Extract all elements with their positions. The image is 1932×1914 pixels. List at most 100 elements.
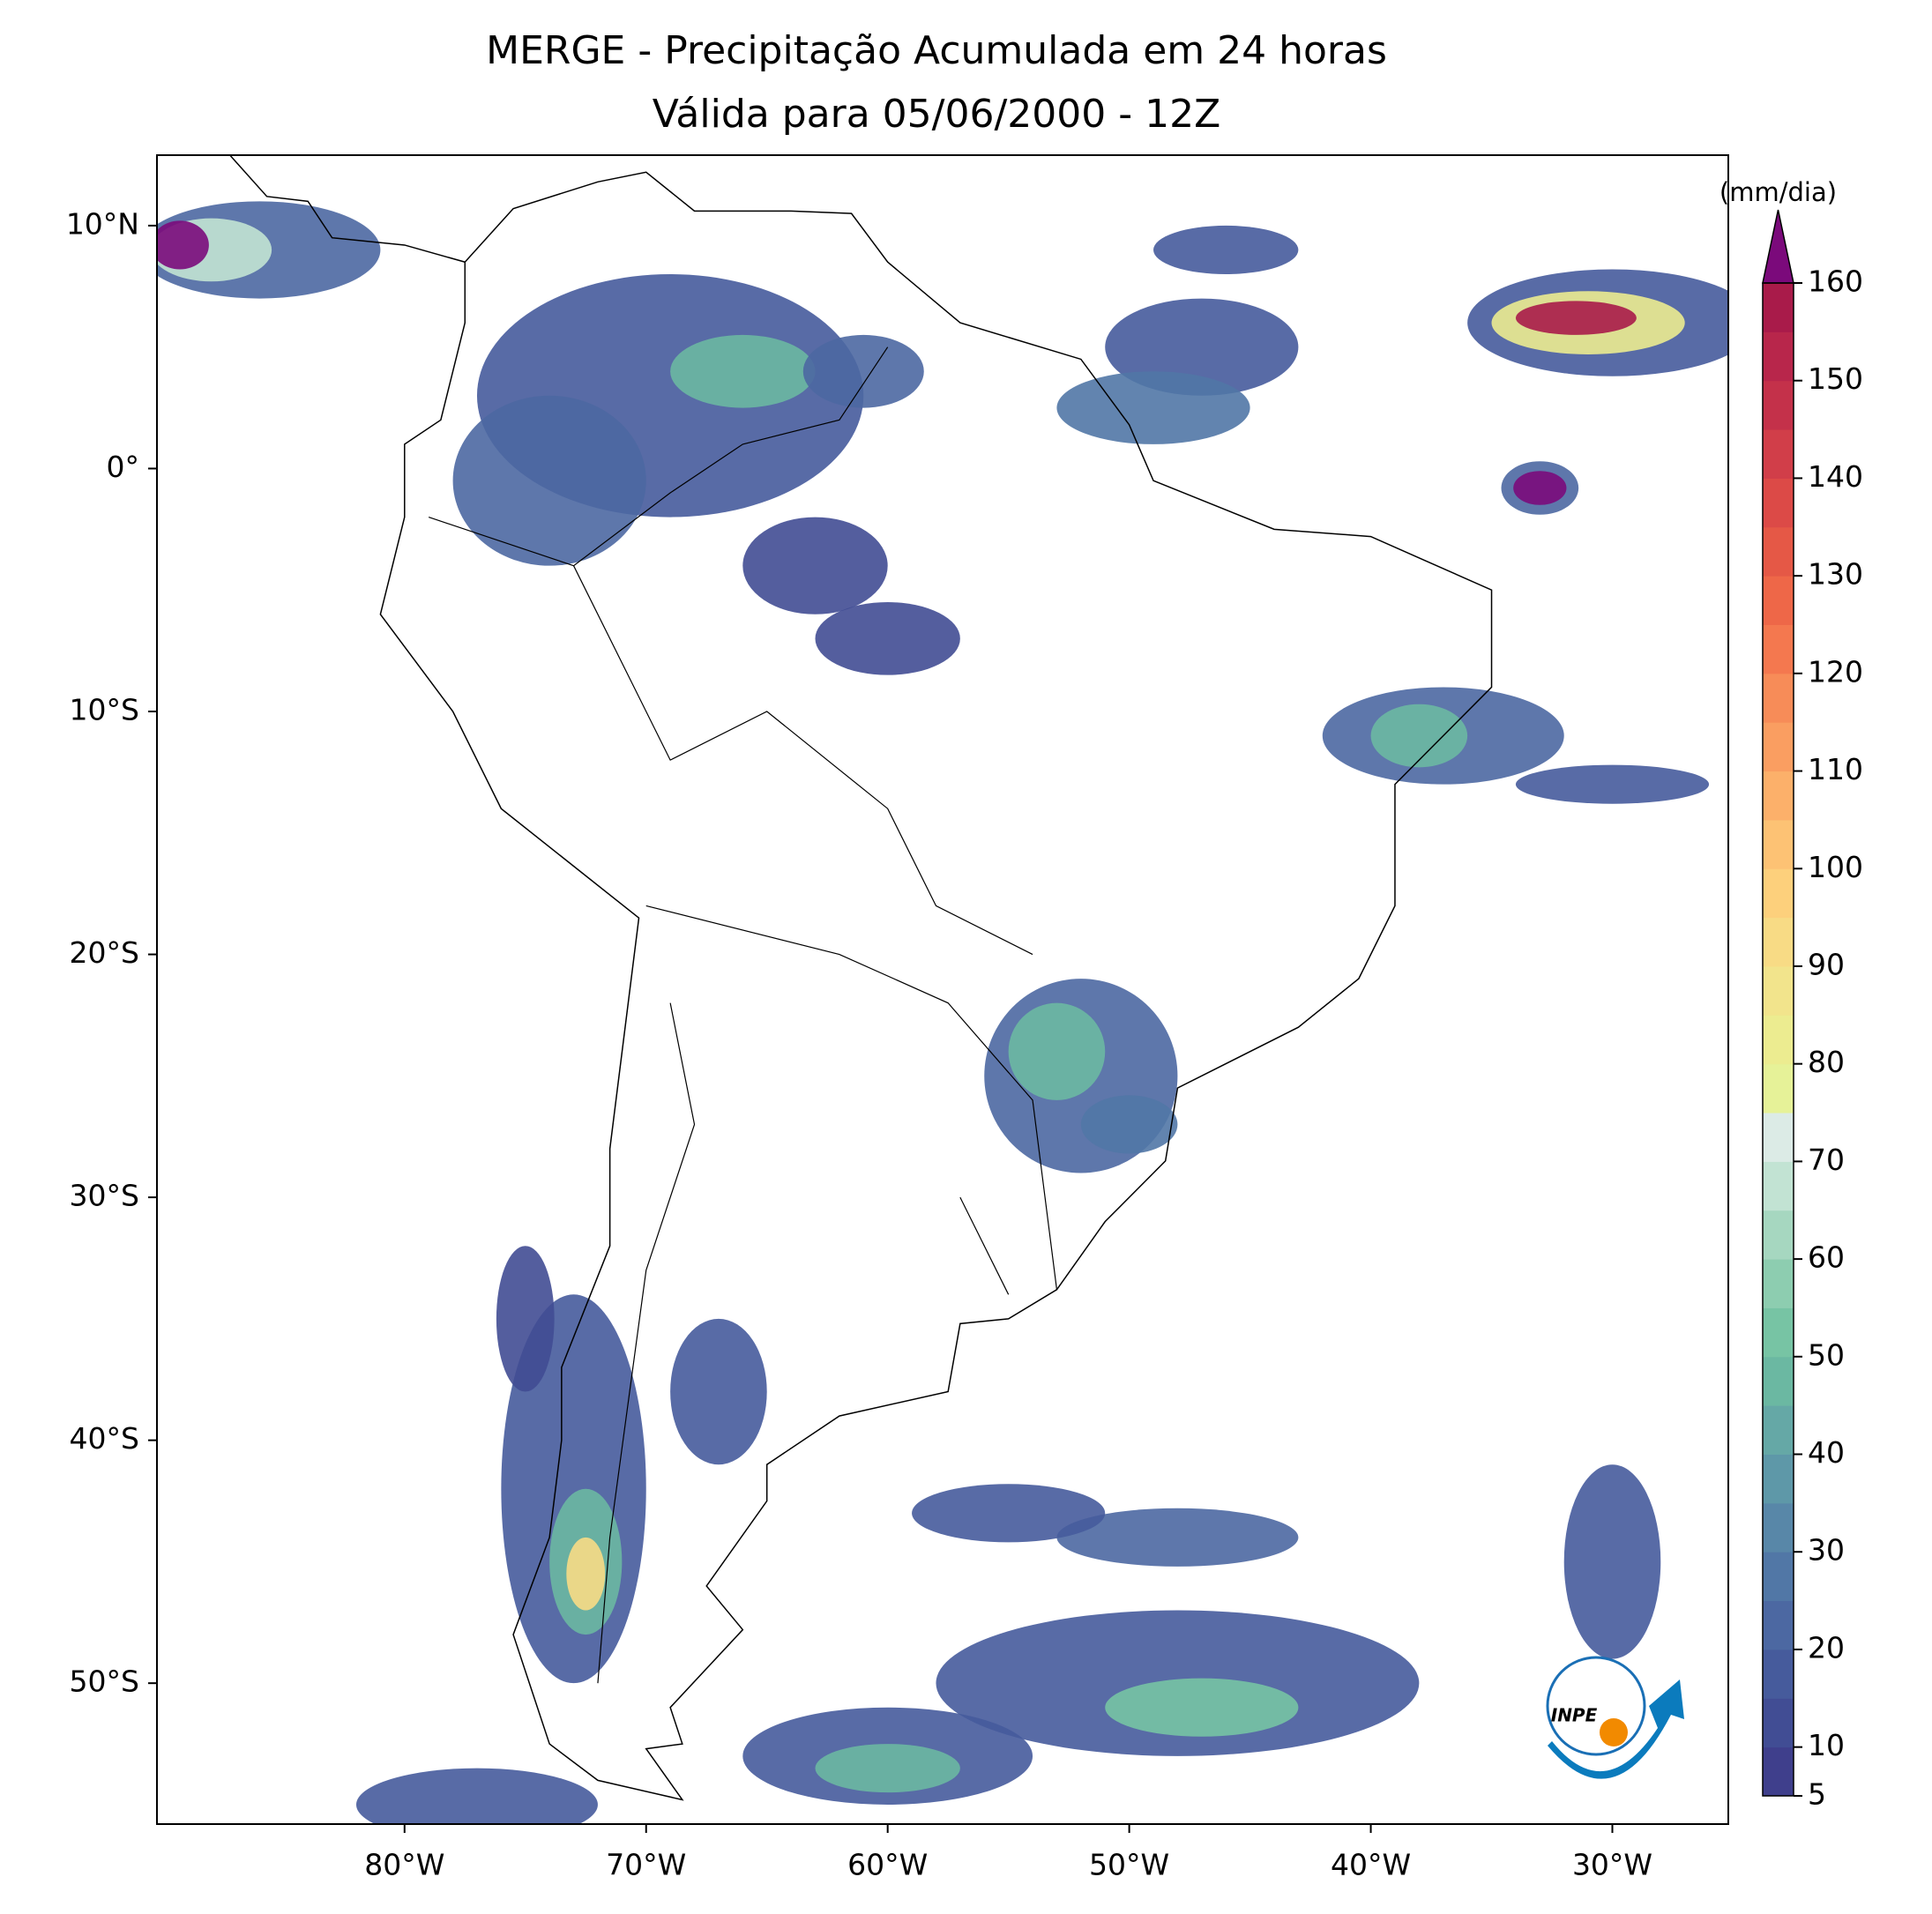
colorbar-tick-label: 50 [1808,1337,1845,1372]
precip-area [1515,301,1637,335]
colorbar-tick-label: 80 [1808,1045,1845,1079]
colorbar-tick-label: 140 [1808,459,1863,494]
map-layer [157,155,1728,1824]
precip-area [157,220,209,270]
colorbar-tick-label: 110 [1808,752,1863,786]
colorbar-segment [1763,1015,1794,1065]
border [573,565,1033,956]
y-tick-label: 0° [107,450,140,484]
colorbar-label: (mm/dia) [1719,177,1837,207]
colorbar-segment [1763,1649,1794,1699]
colorbar-segment [1763,1552,1794,1602]
colorbar-segment [1763,283,1794,332]
precip-area [670,1318,767,1465]
colorbar-tick-label: 30 [1808,1533,1845,1568]
logo-ring [1546,1656,1646,1756]
x-tick-label: 80°W [364,1848,444,1882]
colorbar-segment [1763,526,1794,577]
precip-area [1056,371,1250,444]
colorbar-tick-label: 5 [1808,1777,1826,1812]
x-tick-label: 30°W [1572,1848,1652,1882]
precip-area [1080,1095,1178,1154]
precip-area [1056,1508,1299,1567]
colorbar-tick-label: 90 [1808,947,1845,981]
precip-area [1008,1002,1106,1100]
y-tick-label: 10°N [66,206,139,241]
y-tick-label: 10°S [70,693,139,727]
colorbar-segment [1763,771,1794,821]
colorbar-frame [1762,282,1794,1797]
border [959,1196,1010,1295]
colorbar-segment [1763,576,1794,625]
x-tick-label: 60°W [847,1848,928,1882]
colorbar-tick-label: 60 [1808,1240,1845,1275]
colorbar-segment [1763,1698,1794,1748]
precip-area [496,1246,555,1392]
colorbar-tick-label: 150 [1808,361,1863,396]
colorbar-segment [1763,1161,1794,1211]
precip-area [1370,704,1468,768]
colorbar-segment [1763,1746,1794,1797]
colorbar-segment [1763,1063,1794,1113]
precip-area [912,1484,1106,1543]
precip-area [1563,1464,1661,1659]
precip-area [356,1768,598,1824]
precip-area [1153,225,1299,275]
precip-area [1513,471,1567,505]
colorbar-segment [1763,429,1794,479]
border [428,346,889,567]
x-tick-label: 50°W [1089,1848,1169,1882]
colorbar-segment [1763,722,1794,772]
precip-area [742,517,888,614]
precip-area [452,395,646,566]
colorbar-tick-label: 130 [1808,557,1863,592]
colorbar-segment [1763,868,1794,919]
precip-area [1105,1678,1299,1737]
border [645,905,1058,1290]
colorbar-segment [1763,380,1794,430]
colorbar-segment [1763,1113,1794,1162]
coastline [228,155,1493,1801]
colorbar-segment [1763,673,1794,723]
y-tick-label: 50°S [70,1665,139,1699]
colorbar-tick-label: 10 [1808,1728,1845,1762]
precip-area [815,602,960,675]
y-tick-label: 20°S [70,935,139,970]
map-subtitle: Válida para 05/06/2000 - 12Z [653,92,1221,137]
x-tick-label: 70°W [606,1848,686,1882]
inpe-logo: INPE [1546,1656,1684,1779]
colorbar-tick-label: 70 [1808,1143,1845,1177]
colorbar-segment [1763,1405,1794,1456]
plot-frame [156,154,1729,1825]
colorbar-segment [1763,965,1794,1016]
colorbar-segment [1763,1502,1794,1553]
precip-area [566,1537,606,1611]
border [597,1002,696,1684]
colorbar-segment [1763,624,1794,674]
precip-area [802,334,924,408]
colorbar-segment [1763,1259,1794,1308]
precip-area [815,1744,960,1793]
y-tick-label: 30°S [70,1179,139,1213]
colorbar-segment [1763,1210,1794,1260]
colorbar-segment [1763,1600,1794,1650]
colorbar-segment [1763,917,1794,967]
colorbar-segment [1763,819,1794,869]
precip-area [1515,764,1710,804]
logo-sun [1600,1718,1628,1746]
x-tick-label: 40°W [1331,1848,1411,1882]
colorbar-tick-label: 160 [1808,264,1863,299]
logo-text: INPE [1551,1705,1598,1726]
y-tick-label: 40°S [70,1421,139,1456]
map-title: MERGE - Precipitação Acumulada em 24 hor… [486,28,1387,73]
colorbar-tick-label: 120 [1808,654,1863,689]
logo-swoosh [1548,1679,1684,1779]
colorbar-tick-label: 40 [1808,1435,1845,1470]
precip-area [670,334,816,408]
colorbar-segment [1763,478,1794,528]
colorbar-segment [1763,1454,1794,1504]
colorbar-tick-label: 20 [1808,1630,1845,1665]
colorbar-tick-label: 100 [1808,850,1863,884]
colorbar-segment [1763,1307,1794,1358]
colorbar-segment [1763,1356,1794,1406]
